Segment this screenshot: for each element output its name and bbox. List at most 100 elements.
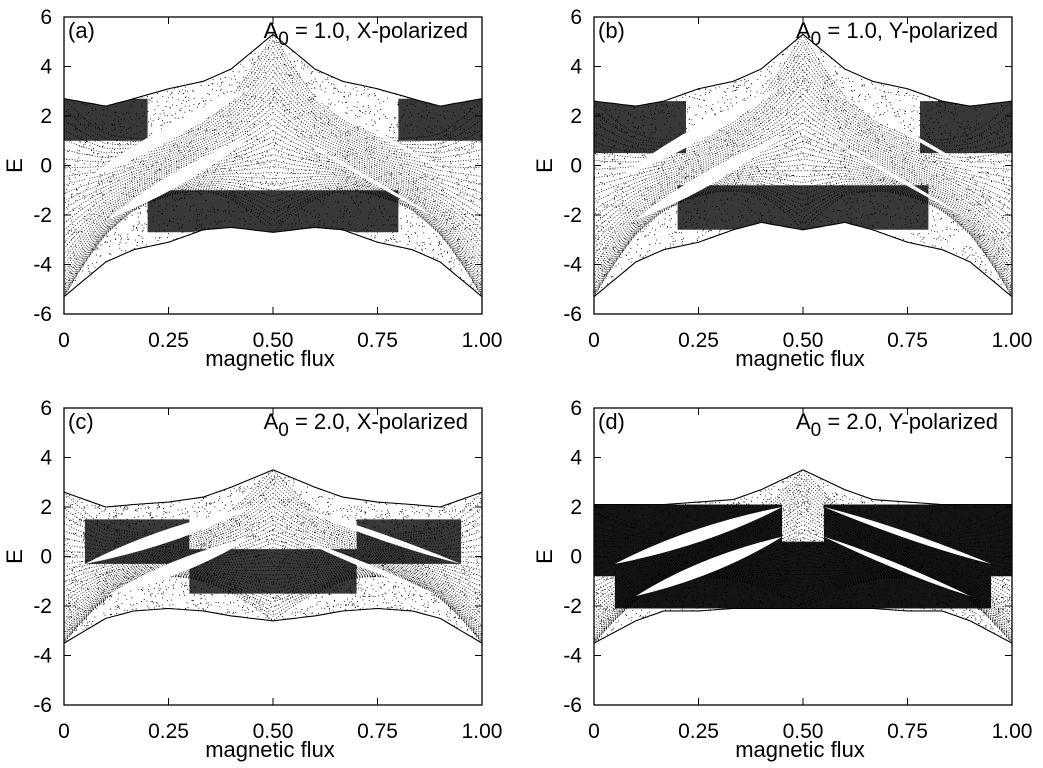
spectral-gap [84,507,253,564]
y-tick-label: 6 [570,6,582,29]
x-axis-title: magnetic flux [735,346,865,371]
band-edge-upper [594,469,1012,506]
dense-band-region [64,98,482,233]
y-tick-label: 4 [40,447,52,470]
spectral-gap [84,86,253,181]
y-tick-label: -4 [33,254,52,277]
band-edge-lower [594,607,1012,644]
x-tick-label: 0.75 [887,720,928,743]
panel-d: 6 4 2 0 -2 -4 -6 0 0.25 0.50 0.75 1.00 magnetic flux… [532,397,1032,762]
amplitude-symbol: A [796,409,811,434]
spectral-gap [105,536,253,597]
band-edge-lower [64,607,482,644]
spectral-gap [293,135,441,220]
x-tick-label: 0.25 [678,329,719,352]
x-tick-label: 0.50 [253,329,294,352]
x-axis-title: magnetic flux [205,737,335,762]
amplitude-subscript: 0 [278,420,289,441]
spectral-gap [293,507,462,564]
spectral-gap [635,135,783,220]
y-tick-label: 2 [40,496,52,519]
y-tick-label: 6 [40,6,52,29]
dense-band-region [594,101,1012,230]
band-edge-lower [594,221,1012,298]
amplitude-symbol: A [264,409,279,434]
band-edge-upper [594,33,1012,107]
y-tick-label: 4 [570,56,582,79]
x-tick-label: 0.75 [357,329,398,352]
plot-frame [63,16,483,315]
spectral-gap [293,536,441,597]
panel-label: (c) [68,409,94,434]
spectral-gap [823,536,971,597]
amplitude-description: = 1.0, X-polarized [289,18,468,43]
y-tick-label: -2 [563,204,582,227]
y-tick-label: -2 [33,204,52,227]
panel-c: 6 4 2 0 -2 -4 -6 0 0.25 0.50 0.75 1.00 magnetic flux… [2,397,502,762]
panel-title: A0 = 2.0, Y-polarized [796,409,998,441]
y-axis-title: E [2,549,27,564]
band-edge-upper [64,469,482,508]
panel-title: A0 = 1.0, Y-polarized [796,18,998,50]
spectral-gap [823,86,992,181]
panel-label: (d) [598,409,625,434]
amplitude-subscript: 0 [278,29,289,50]
spectral-gap [293,86,462,181]
amplitude-subscript: 0 [811,29,822,50]
spectral-gap [614,507,783,564]
y-tick-label: -2 [563,595,582,618]
x-tick-label: 1.00 [992,329,1033,352]
x-tick-label: 0.50 [783,329,824,352]
spectrum-points [64,33,482,298]
y-tick-label: -4 [33,645,52,668]
spectral-gap [635,536,783,597]
x-tick-label: 0 [588,329,600,352]
amplitude-description: = 1.0, Y-polarized [821,18,998,43]
y-axis-title: E [532,158,557,173]
panel-title: A0 = 2.0, X-polarized [264,409,468,441]
dense-band-region [594,504,1012,609]
spectral-gap [614,86,783,181]
x-tick-label: 0 [588,720,600,743]
y-tick-label: 0 [570,546,582,569]
x-tick-label: 0.25 [148,720,189,743]
spectral-gap [105,135,253,220]
y-tick-label: 2 [40,105,52,128]
y-tick-label: 2 [570,496,582,519]
x-tick-label: 0.25 [148,329,189,352]
y-tick-label: 4 [570,447,582,470]
panel-a: 6 4 2 0 -2 -4 -6 0 0.25 0.50 0.75 1.00 magnetic flux… [2,6,502,371]
y-tick-label: 0 [40,546,52,569]
eigenvalue-dots [594,40,1012,294]
x-tick-label: 0.50 [253,720,294,743]
x-tick-label: 0.75 [357,720,398,743]
band-edge-lower [64,226,482,298]
landau-level-fan [64,34,482,297]
spectral-gap [823,135,971,220]
amplitude-symbol: A [796,18,811,43]
amplitude-subscript: 0 [811,420,822,441]
y-tick-label: 0 [570,155,582,178]
eigenvalue-dots [64,471,482,641]
band-edge-upper [64,33,482,107]
amplitude-symbol: A [264,18,279,43]
x-tick-label: 1.00 [992,720,1033,743]
y-tick-label: -4 [563,254,582,277]
y-axis-title: E [532,549,557,564]
spectrum-points [594,469,1012,644]
panel-title: A0 = 1.0, X-polarized [264,18,468,50]
y-axis-title: E [2,158,27,173]
spectrum-points [594,33,1012,298]
panel-label: (a) [68,18,95,43]
y-tick-label: 6 [570,397,582,420]
y-tick-label: -2 [33,595,52,618]
x-tick-label: 0.50 [783,720,824,743]
x-tick-label: 1.00 [462,329,503,352]
panel-b: 6 4 2 0 -2 -4 -6 0 0.25 0.50 0.75 1.00 magnetic flux… [532,6,1032,371]
amplitude-description: = 2.0, X-polarized [289,409,468,434]
spectrum-points [64,469,482,644]
x-tick-label: 0 [58,329,70,352]
amplitude-description: = 2.0, Y-polarized [821,409,998,434]
y-tick-label: 0 [40,155,52,178]
